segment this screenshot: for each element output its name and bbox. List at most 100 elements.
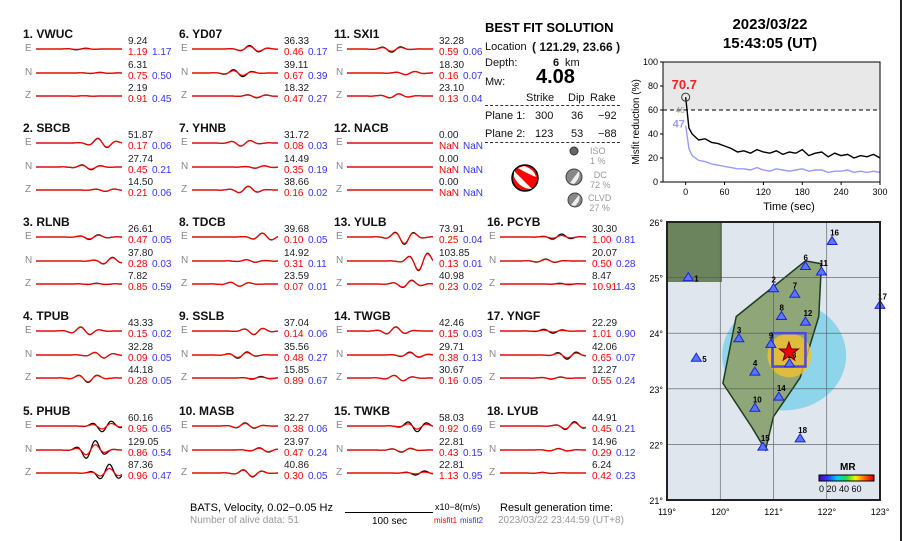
station-marker-icon [772, 391, 785, 401]
component-label: N [336, 160, 344, 172]
misfit2-value: NaN [463, 141, 484, 152]
waveform-trace [192, 139, 278, 147]
waveform-trace [36, 137, 122, 149]
misfit1-value: NaN [439, 141, 460, 152]
amplitude-value: 38.66 [284, 177, 310, 188]
waveform-trace [192, 68, 278, 77]
component-label: E [25, 43, 32, 54]
component-label: E [336, 325, 343, 336]
station-number: 11 [819, 259, 828, 268]
misfit2-value: 0.23 [616, 471, 636, 482]
header-dip: Dip [568, 92, 585, 104]
misfit1-value: 0.08 [284, 141, 304, 152]
misfit1-value: 0.29 [592, 447, 612, 459]
misfit2-value: 0.06 [152, 141, 172, 152]
amplitude-value: 20.07 [592, 247, 618, 259]
plane2-rake: −88 [598, 128, 617, 140]
amplitude-value: 8.47 [592, 271, 612, 282]
component-label: N [25, 254, 33, 266]
plane1-dip: 36 [571, 110, 584, 122]
misfit2-value: 0.12 [616, 447, 636, 459]
station-number: 18 [798, 426, 807, 435]
waveform-trace [192, 44, 278, 53]
table-divider [485, 142, 620, 143]
component-label: N [181, 443, 189, 455]
component-label: E [181, 325, 188, 336]
misfit1-value: 0.30 [284, 471, 304, 482]
misfit2-value: 0.03 [463, 329, 483, 340]
component-label: E [489, 420, 496, 431]
misfit1-value: 0.28 [128, 376, 148, 387]
amplitude-value: 32.28 [439, 36, 465, 47]
misfit1-value: 1.19 [128, 47, 148, 58]
station-marker-icon [764, 338, 777, 348]
amplitude-value: 37.80 [128, 247, 154, 259]
station-marker-icon [756, 441, 769, 451]
x-tick-label: 300 [872, 187, 887, 197]
best-point-marker [681, 92, 691, 102]
waveform-trace [36, 188, 122, 192]
waveform-trace [192, 422, 278, 429]
misfit1-value: 0.48 [284, 352, 304, 364]
component-label: N [181, 160, 189, 172]
component-label: N [181, 348, 189, 360]
component-label: E [336, 420, 343, 431]
misfit2-value: 0.06 [308, 424, 328, 435]
misfit2-value: 0.06 [308, 329, 328, 340]
component-label: Z [25, 372, 32, 383]
plot-frame [662, 61, 881, 183]
depth-label: Depth: [485, 57, 518, 69]
misfit1-value: 0.95 [128, 424, 148, 435]
station-title: 10. MASB [179, 404, 235, 418]
lon-tick-label: 119° [658, 507, 676, 517]
amplitude-value: 27.74 [128, 153, 154, 165]
y-tick-label: 60 [648, 105, 658, 115]
misfit1-value: 0.46 [284, 47, 304, 58]
plane2-label: Plane 2: [485, 128, 526, 140]
misfit1-value: NaN [439, 164, 460, 176]
misfit2-value: 0.27 [308, 94, 328, 105]
clvd-percent: CLVD 27 % [588, 193, 612, 213]
station-title: 13. YULB [334, 215, 387, 229]
x-axis-label: Time (sec) [763, 201, 815, 213]
misfit2-value: 0.45 [152, 94, 172, 105]
best-value-label: 70.7 [672, 77, 697, 92]
amplitude-value: 14.92 [284, 247, 310, 259]
station-marker-icon [799, 316, 812, 326]
station-number: 10 [753, 395, 762, 404]
component-label: Z [489, 372, 496, 383]
alive-count: Number of alive data: 51 [190, 515, 299, 526]
station-number: 3 [737, 326, 742, 335]
plane1-label: Plane 1: [485, 110, 526, 122]
misfit2-value: 0.21 [616, 424, 636, 435]
waveform-trace [192, 327, 278, 336]
misfit2-value: 0.81 [616, 235, 636, 246]
station-number: 16 [830, 228, 839, 237]
station-title: 18. LYUB [487, 404, 539, 418]
y-tick-label: 20 [648, 153, 658, 163]
amplitude-value: 14.96 [592, 436, 618, 448]
component-label: N [181, 66, 189, 78]
generation-label: Result generation time: [500, 502, 614, 514]
component-label: E [25, 137, 32, 148]
component-label: Z [336, 184, 343, 195]
waveform-trace [347, 189, 433, 191]
mainland-china [667, 222, 722, 282]
misfit2-value: 0.05 [463, 376, 483, 387]
misfit1-value: 0.07 [284, 282, 304, 293]
plane1-rake: −92 [598, 110, 617, 122]
amplitude-value: 18.32 [284, 83, 310, 94]
component-label: Z [181, 372, 188, 383]
component-label: Z [25, 467, 32, 478]
y-tick-label: 100 [643, 57, 658, 67]
misfit1-value: 0.55 [592, 376, 612, 387]
time-scale-bar [345, 512, 433, 513]
plane2-dip: 53 [571, 128, 584, 140]
misfit2-value: 0.28 [616, 258, 636, 270]
misfit-reduction-chart: 0 60 120 180 240 300 0 20 40 60 80 100 Time (sec) Mis… [631, 57, 888, 213]
waveform-trace [36, 256, 122, 264]
iso-icon [569, 146, 579, 156]
misfit1-value: 0.16 [439, 376, 459, 387]
station-number: 5 [702, 355, 707, 364]
waveform-trace [36, 374, 122, 384]
